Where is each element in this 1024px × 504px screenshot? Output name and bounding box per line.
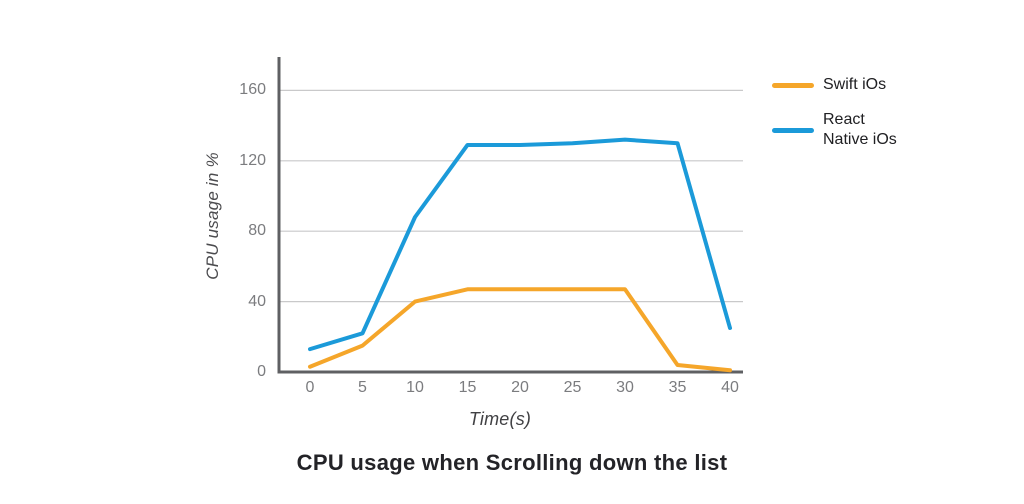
series-line-react-native-ios: [308, 137, 732, 352]
y-tick-label: 80: [248, 222, 266, 240]
legend-item: Swift iOs: [772, 75, 886, 95]
x-tick-label: 5: [358, 379, 367, 396]
series-line-swift-ios: [308, 287, 732, 373]
y-tick-label: 160: [239, 81, 266, 99]
x-axis-title: Time(s): [468, 409, 532, 429]
legend-item: React Native iOs: [772, 110, 897, 150]
legend-label: React Native iOs: [823, 111, 897, 148]
legend-swatch-icon: [772, 127, 814, 133]
y-tick-label: 0: [257, 363, 266, 380]
x-tick-label: 40: [721, 379, 739, 396]
x-tick-label: 20: [511, 379, 529, 396]
x-tick-label: 35: [668, 379, 687, 396]
x-tick-label: 10: [406, 379, 424, 396]
x-tick-label: 15: [458, 379, 477, 396]
x-tick-label: 30: [616, 379, 634, 396]
x-tick-label: 0: [305, 379, 315, 396]
y-axis-title: CPU usage in %: [203, 152, 222, 280]
legend-label: Swift iOs: [823, 76, 887, 93]
y-tick-label: 40: [248, 292, 266, 310]
x-tick-label: 25: [563, 379, 582, 396]
y-tick-label: 120: [239, 151, 266, 169]
chart-title: CPU usage when Scrolling down the list: [296, 450, 728, 475]
legend-swatch-icon: [772, 82, 814, 88]
